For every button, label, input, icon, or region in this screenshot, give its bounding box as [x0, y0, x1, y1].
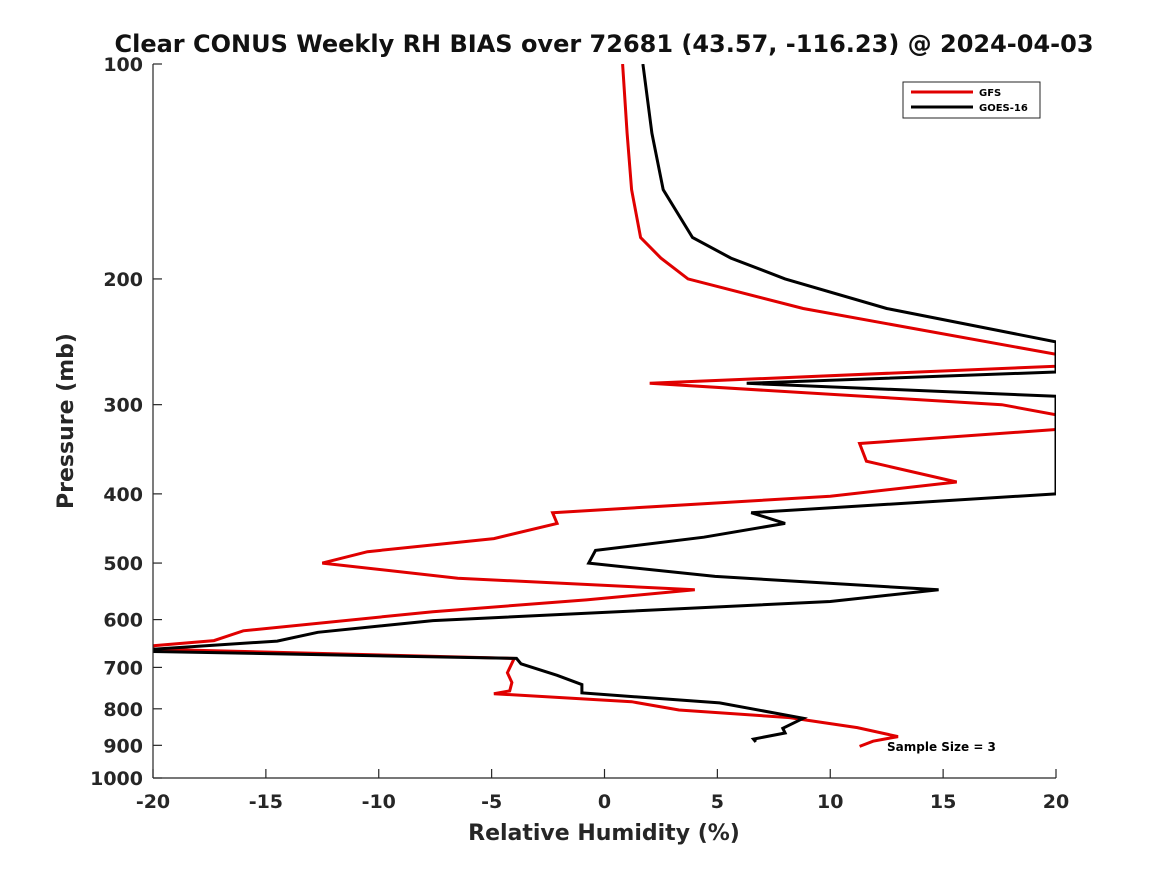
x-tick-label: 0: [598, 791, 611, 813]
x-tick-label: -5: [481, 791, 502, 813]
y-tick-label: 400: [103, 484, 143, 506]
y-tick-label: 300: [103, 395, 143, 417]
y-tick-label: 900: [103, 735, 143, 757]
y-tick-label: 200: [103, 269, 143, 291]
x-tick-label: -20: [136, 791, 170, 813]
x-axis-ticks: -20 -15 -10 -5 0 5 10 15 20: [136, 769, 1069, 813]
x-tick-label: -10: [362, 791, 396, 813]
legend-label: GFS: [979, 88, 1001, 99]
y-tick-label: 600: [103, 610, 143, 632]
x-axis-label: Relative Humidity (%): [468, 821, 740, 846]
y-axis-ticks: 100 200 300 400 500 600 700 800 900 1000: [90, 54, 162, 790]
plot-area: [153, 64, 1056, 748]
legend-label: GOES-16: [979, 103, 1028, 114]
series-line-goes-16: [153, 64, 1056, 743]
y-axis-label: Pressure (mb): [54, 333, 79, 509]
axes: [152, 64, 1056, 779]
sample-size-annotation: Sample Size = 3: [887, 740, 996, 754]
y-tick-label: 500: [103, 553, 143, 575]
legend: GFS GOES-16: [902, 81, 1041, 119]
chart-title: Clear CONUS Weekly RH BIAS over 72681 (4…: [114, 30, 1093, 58]
y-tick-label: 800: [103, 699, 143, 721]
y-tick-label: 1000: [90, 768, 143, 790]
y-tick-label: 100: [103, 54, 143, 76]
x-tick-label: 5: [711, 791, 724, 813]
x-tick-label: 15: [930, 791, 956, 813]
y-tick-label: 700: [103, 657, 143, 679]
series-line-gfs: [153, 64, 1056, 748]
x-tick-label: 20: [1043, 791, 1069, 813]
x-tick-label: -15: [249, 791, 283, 813]
x-tick-label: 10: [817, 791, 843, 813]
legend-box: [902, 81, 1041, 119]
